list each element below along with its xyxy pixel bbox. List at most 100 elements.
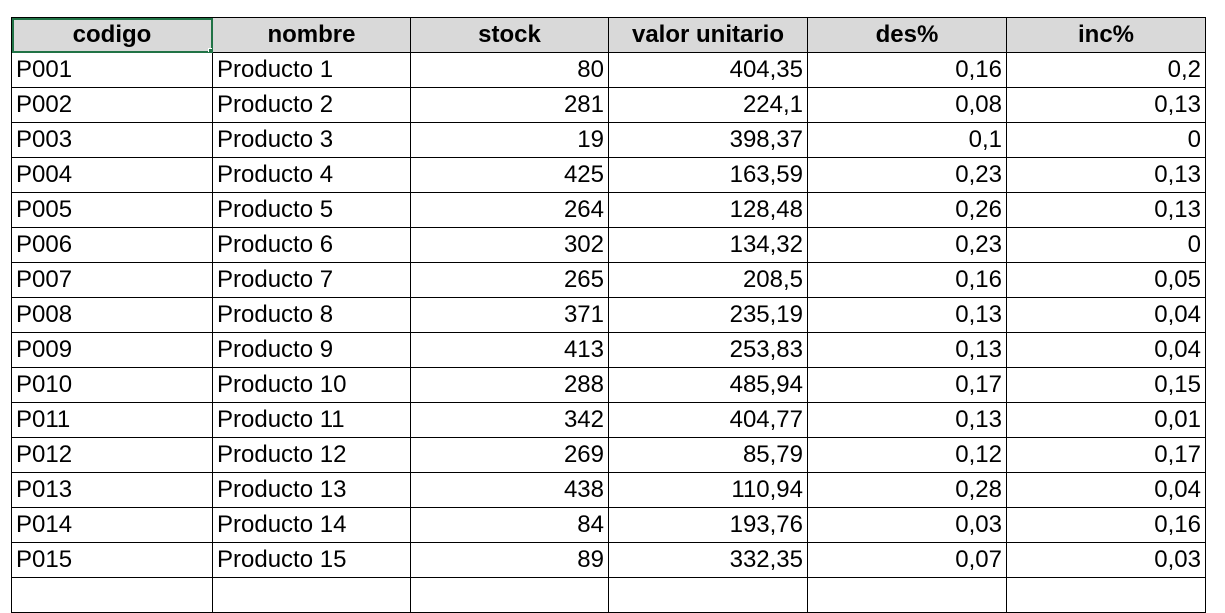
cell-codigo[interactable]: P015 [11,542,213,578]
cell-inc[interactable]: 0,15 [1006,367,1206,403]
cell-inc[interactable] [1006,577,1206,613]
cell-stock[interactable]: 80 [410,52,609,88]
cell-inc[interactable]: 0 [1006,122,1206,158]
cell-inc[interactable]: 0,13 [1006,192,1206,228]
cell-des[interactable]: 0,13 [807,402,1007,438]
cell-valor-unitario[interactable]: 224,1 [608,87,808,123]
cell-valor-unitario[interactable]: 208,5 [608,262,808,298]
cell-stock[interactable]: 265 [410,262,609,298]
cell-des[interactable]: 0,07 [807,542,1007,578]
cell-codigo[interactable]: P001 [11,52,213,88]
cell-des[interactable]: 0,08 [807,87,1007,123]
cell-stock[interactable]: 281 [410,87,609,123]
cell-stock[interactable]: 269 [410,437,609,473]
cell-nombre[interactable] [212,577,411,613]
cell-codigo[interactable]: P005 [11,192,213,228]
cell-codigo[interactable]: P013 [11,472,213,508]
header-cell-nombre[interactable]: nombre [212,17,411,53]
cell-stock[interactable]: 342 [410,402,609,438]
cell-codigo[interactable]: P012 [11,437,213,473]
cell-des[interactable]: 0,16 [807,52,1007,88]
cell-codigo[interactable]: P009 [11,332,213,368]
cell-nombre[interactable]: Producto 2 [212,87,411,123]
cell-inc[interactable]: 0,05 [1006,262,1206,298]
cell-inc[interactable]: 0,13 [1006,157,1206,193]
cell-codigo[interactable]: P011 [11,402,213,438]
cell-nombre[interactable]: Producto 7 [212,262,411,298]
cell-codigo[interactable]: P014 [11,507,213,543]
cell-codigo[interactable] [11,577,213,613]
cell-stock[interactable]: 425 [410,157,609,193]
cell-inc[interactable]: 0,2 [1006,52,1206,88]
cell-valor-unitario[interactable]: 404,35 [608,52,808,88]
cell-valor-unitario[interactable]: 110,94 [608,472,808,508]
cell-inc[interactable]: 0,16 [1006,507,1206,543]
header-cell-stock[interactable]: stock [410,17,609,53]
cell-stock[interactable]: 371 [410,297,609,333]
cell-des[interactable]: 0,17 [807,367,1007,403]
header-cell-valor-unitario[interactable]: valor unitario [608,17,808,53]
cell-nombre[interactable]: Producto 14 [212,507,411,543]
cell-stock[interactable] [410,577,609,613]
cell-valor-unitario[interactable]: 404,77 [608,402,808,438]
cell-codigo[interactable]: P006 [11,227,213,263]
fill-handle[interactable] [208,48,212,52]
cell-stock[interactable]: 264 [410,192,609,228]
cell-des[interactable]: 0,23 [807,227,1007,263]
cell-inc[interactable]: 0,01 [1006,402,1206,438]
cell-nombre[interactable]: Producto 4 [212,157,411,193]
cell-des[interactable]: 0,13 [807,332,1007,368]
cell-des[interactable]: 0,26 [807,192,1007,228]
cell-valor-unitario[interactable]: 235,19 [608,297,808,333]
cell-nombre[interactable]: Producto 15 [212,542,411,578]
cell-des[interactable]: 0,13 [807,297,1007,333]
cell-valor-unitario[interactable]: 253,83 [608,332,808,368]
cell-stock[interactable]: 438 [410,472,609,508]
cell-nombre[interactable]: Producto 5 [212,192,411,228]
cell-codigo[interactable]: P007 [11,262,213,298]
cell-valor-unitario[interactable]: 128,48 [608,192,808,228]
cell-valor-unitario[interactable]: 85,79 [608,437,808,473]
cell-des[interactable]: 0,16 [807,262,1007,298]
cell-des[interactable]: 0,12 [807,437,1007,473]
cell-valor-unitario[interactable]: 193,76 [608,507,808,543]
cell-nombre[interactable]: Producto 1 [212,52,411,88]
header-cell-inc[interactable]: inc% [1006,17,1206,53]
cell-nombre[interactable]: Producto 9 [212,332,411,368]
cell-inc[interactable]: 0,04 [1006,332,1206,368]
cell-nombre[interactable]: Producto 13 [212,472,411,508]
cell-des[interactable]: 0,1 [807,122,1007,158]
cell-valor-unitario[interactable] [608,577,808,613]
cell-valor-unitario[interactable]: 163,59 [608,157,808,193]
cell-des[interactable]: 0,23 [807,157,1007,193]
header-cell-codigo[interactable]: codigo [11,17,213,53]
cell-stock[interactable]: 19 [410,122,609,158]
cell-valor-unitario[interactable]: 398,37 [608,122,808,158]
cell-des[interactable] [807,577,1007,613]
cell-codigo[interactable]: P003 [11,122,213,158]
header-cell-des[interactable]: des% [807,17,1007,53]
cell-inc[interactable]: 0,17 [1006,437,1206,473]
cell-nombre[interactable]: Producto 10 [212,367,411,403]
cell-codigo[interactable]: P010 [11,367,213,403]
cell-nombre[interactable]: Producto 8 [212,297,411,333]
cell-stock[interactable]: 288 [410,367,609,403]
cell-inc[interactable]: 0,04 [1006,297,1206,333]
cell-nombre[interactable]: Producto 12 [212,437,411,473]
cell-valor-unitario[interactable]: 485,94 [608,367,808,403]
cell-stock[interactable]: 302 [410,227,609,263]
cell-codigo[interactable]: P002 [11,87,213,123]
cell-codigo[interactable]: P004 [11,157,213,193]
cell-stock[interactable]: 89 [410,542,609,578]
cell-valor-unitario[interactable]: 134,32 [608,227,808,263]
cell-nombre[interactable]: Producto 11 [212,402,411,438]
cell-inc[interactable]: 0,04 [1006,472,1206,508]
cell-stock[interactable]: 413 [410,332,609,368]
cell-inc[interactable]: 0,03 [1006,542,1206,578]
cell-codigo[interactable]: P008 [11,297,213,333]
cell-nombre[interactable]: Producto 6 [212,227,411,263]
cell-valor-unitario[interactable]: 332,35 [608,542,808,578]
cell-des[interactable]: 0,28 [807,472,1007,508]
cell-des[interactable]: 0,03 [807,507,1007,543]
cell-inc[interactable]: 0 [1006,227,1206,263]
